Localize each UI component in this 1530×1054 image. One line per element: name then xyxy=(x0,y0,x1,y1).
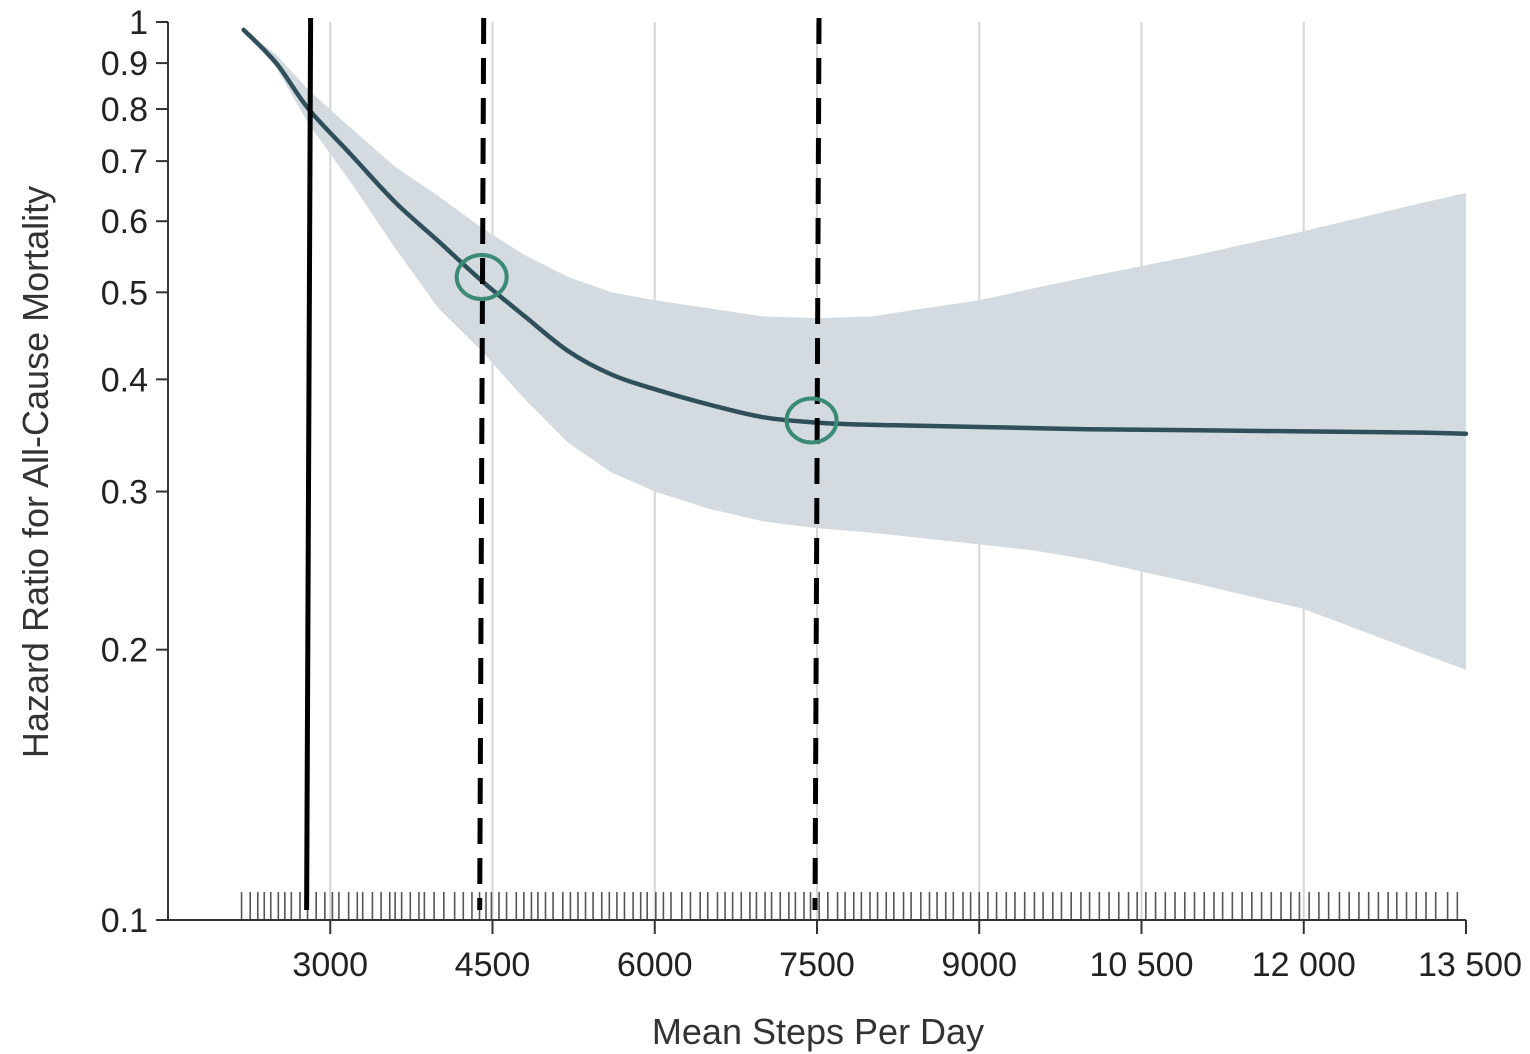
y-tick-label: 0.9 xyxy=(101,45,148,83)
x-tick-labels: 3000 4500 6000 7500 9000 10 500 12 000 13 500 xyxy=(292,946,1522,984)
y-tick-label: 0.3 xyxy=(101,474,148,512)
y-tick-label: 0.5 xyxy=(101,274,148,312)
reference-lines xyxy=(304,17,822,911)
y-tick-label: 0.4 xyxy=(101,361,148,399)
x-tick-label: 9000 xyxy=(941,946,1017,984)
solid-reference-line xyxy=(304,17,314,911)
y-tick-label: 0.8 xyxy=(101,91,148,129)
axes xyxy=(156,21,1467,934)
x-tick-label: 4500 xyxy=(455,946,531,984)
highlight-circle xyxy=(784,396,839,445)
y-axis-title: Hazard Ratio for All-Cause Mortality xyxy=(15,186,56,758)
series-line xyxy=(241,27,1469,436)
x-tick-label: 6000 xyxy=(617,946,693,984)
y-tick-label: 1 xyxy=(129,4,148,42)
highlight-circle xyxy=(454,253,509,302)
highlight-circles xyxy=(454,253,839,445)
rug-ticks xyxy=(240,892,1459,920)
confidence-band-area xyxy=(243,29,1467,670)
x-tick-label: 12 000 xyxy=(1252,946,1356,984)
x-tick-label: 10 500 xyxy=(1090,946,1194,984)
x-tick-label: 3000 xyxy=(292,946,368,984)
hazard-ratio-curve xyxy=(241,27,1469,436)
y-tick-label: 0.7 xyxy=(101,143,148,181)
y-tick-label: 0.6 xyxy=(101,203,148,241)
x-tick-label: 13 500 xyxy=(1418,946,1522,984)
y-tick-labels: 0.1 0.2 0.3 0.4 0.5 0.6 0.7 0.8 0.91 xyxy=(101,4,148,940)
y-tick-label: 0.1 xyxy=(101,902,148,940)
dashed-reference-line xyxy=(812,17,822,911)
confidence-band xyxy=(243,29,1467,670)
dashed-reference-line xyxy=(477,17,487,911)
x-axis-title: Mean Steps Per Day xyxy=(652,1011,984,1052)
y-tick-label: 0.2 xyxy=(101,632,148,670)
x-tick-label: 7500 xyxy=(779,946,855,984)
